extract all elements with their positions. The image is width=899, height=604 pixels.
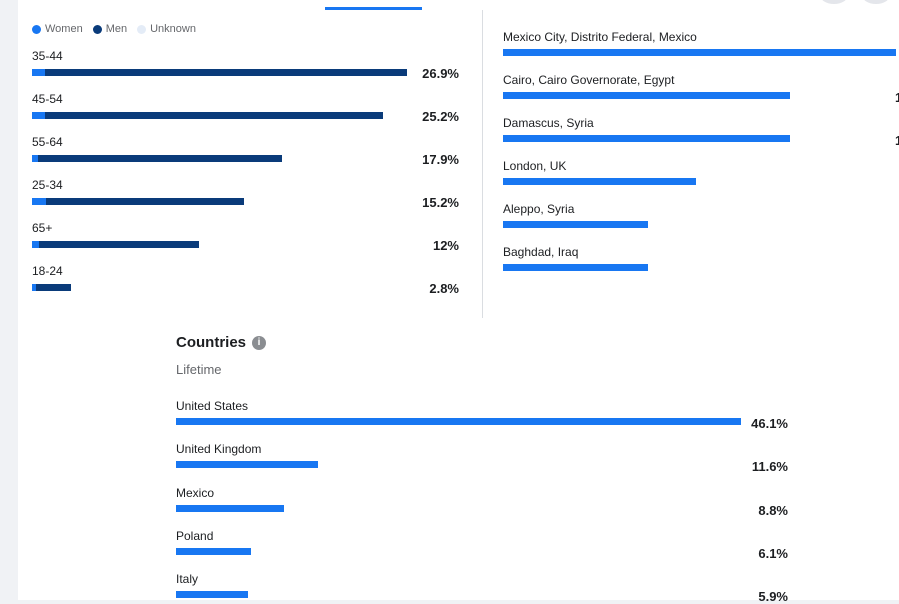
age-label: 25-34 <box>32 178 63 192</box>
legend-label-women: Women <box>45 23 83 35</box>
city-bar <box>503 221 649 228</box>
city-label: Baghdad, Iraq <box>503 245 579 259</box>
legend-item-men: Men <box>92 23 128 35</box>
age-percent: 15.2% <box>422 195 459 210</box>
active-tab-indicator <box>325 7 422 10</box>
country-label: Italy <box>176 572 199 587</box>
info-icon[interactable]: i <box>252 335 267 350</box>
country-label: Mexico <box>176 485 215 500</box>
country-label: United States <box>176 399 249 413</box>
legend-label-men: Men <box>105 23 128 35</box>
bar-segment-men <box>44 69 407 76</box>
countries-subtitle: Lifetime <box>176 362 222 377</box>
age-label: 18-24 <box>32 264 63 278</box>
country-bar <box>176 461 319 469</box>
countries-heading: Countries i <box>176 334 267 351</box>
country-bar <box>176 591 249 599</box>
age-percent: 2.8% <box>429 281 459 296</box>
age-label: 35-44 <box>32 49 63 63</box>
age-percent: 12% <box>432 238 459 253</box>
age-percent: 26.9% <box>422 66 459 81</box>
bar-segment-men <box>44 112 384 119</box>
legend-label-unknown: Unknown <box>150 23 196 35</box>
bar-segment-men <box>38 241 200 248</box>
audience-panel <box>18 0 899 600</box>
bar-segment-men <box>45 198 244 205</box>
bar-segment-women <box>32 241 39 248</box>
bar-segment-women <box>32 155 38 162</box>
city-bar <box>503 264 649 271</box>
country-percent: 5.9% <box>758 589 788 604</box>
bar-segment-men <box>37 155 282 162</box>
city-label: Cairo, Cairo Governorate, Egypt <box>503 73 675 87</box>
legend-item-women: Women <box>32 23 83 35</box>
legend-dot-men <box>92 24 102 34</box>
city-label: Aleppo, Syria <box>503 202 575 216</box>
city-label: Damascus, Syria <box>503 116 594 130</box>
age-label: 45-54 <box>32 92 63 106</box>
country-percent: 46.1% <box>751 416 788 431</box>
legend-dot-women <box>32 24 41 34</box>
gender-legend: Women Men Unknown <box>32 23 196 35</box>
country-bar <box>176 547 251 555</box>
bar-segment-women <box>32 112 45 119</box>
country-percent: 8.8% <box>758 502 788 518</box>
bar-segment-women <box>32 198 46 205</box>
age-percent: 17.9% <box>422 152 459 167</box>
age-label: 55-64 <box>32 135 63 149</box>
circle-button-icon[interactable] <box>862 0 890 4</box>
country-label: United Kingdom <box>176 442 262 457</box>
legend-dot-unknown <box>137 24 147 34</box>
bar-segment-women <box>32 69 45 76</box>
age-label: 65+ <box>32 221 53 235</box>
city-bar <box>503 92 790 99</box>
column-divider <box>482 10 483 318</box>
legend-item-unknown: Unknown <box>137 23 196 35</box>
countries-title: Countries <box>176 334 247 351</box>
city-value-label: 1 <box>895 90 899 105</box>
city-bar <box>503 49 896 56</box>
country-label: Poland <box>176 528 214 543</box>
country-percent: 6.1% <box>758 545 788 561</box>
bar-segment-men <box>36 284 72 291</box>
age-percent: 25.2% <box>422 109 459 124</box>
city-label: London, UK <box>503 159 567 173</box>
circle-button-icon[interactable] <box>820 0 848 4</box>
country-percent: 11.6% <box>751 459 788 475</box>
country-bar <box>176 504 284 512</box>
country-bar <box>176 418 741 425</box>
city-value-label: 1 <box>895 133 899 148</box>
city-bar <box>503 135 790 142</box>
city-label: Mexico City, Distrito Federal, Mexico <box>503 30 697 44</box>
bar-segment-women <box>32 284 37 291</box>
city-bar <box>503 178 696 185</box>
